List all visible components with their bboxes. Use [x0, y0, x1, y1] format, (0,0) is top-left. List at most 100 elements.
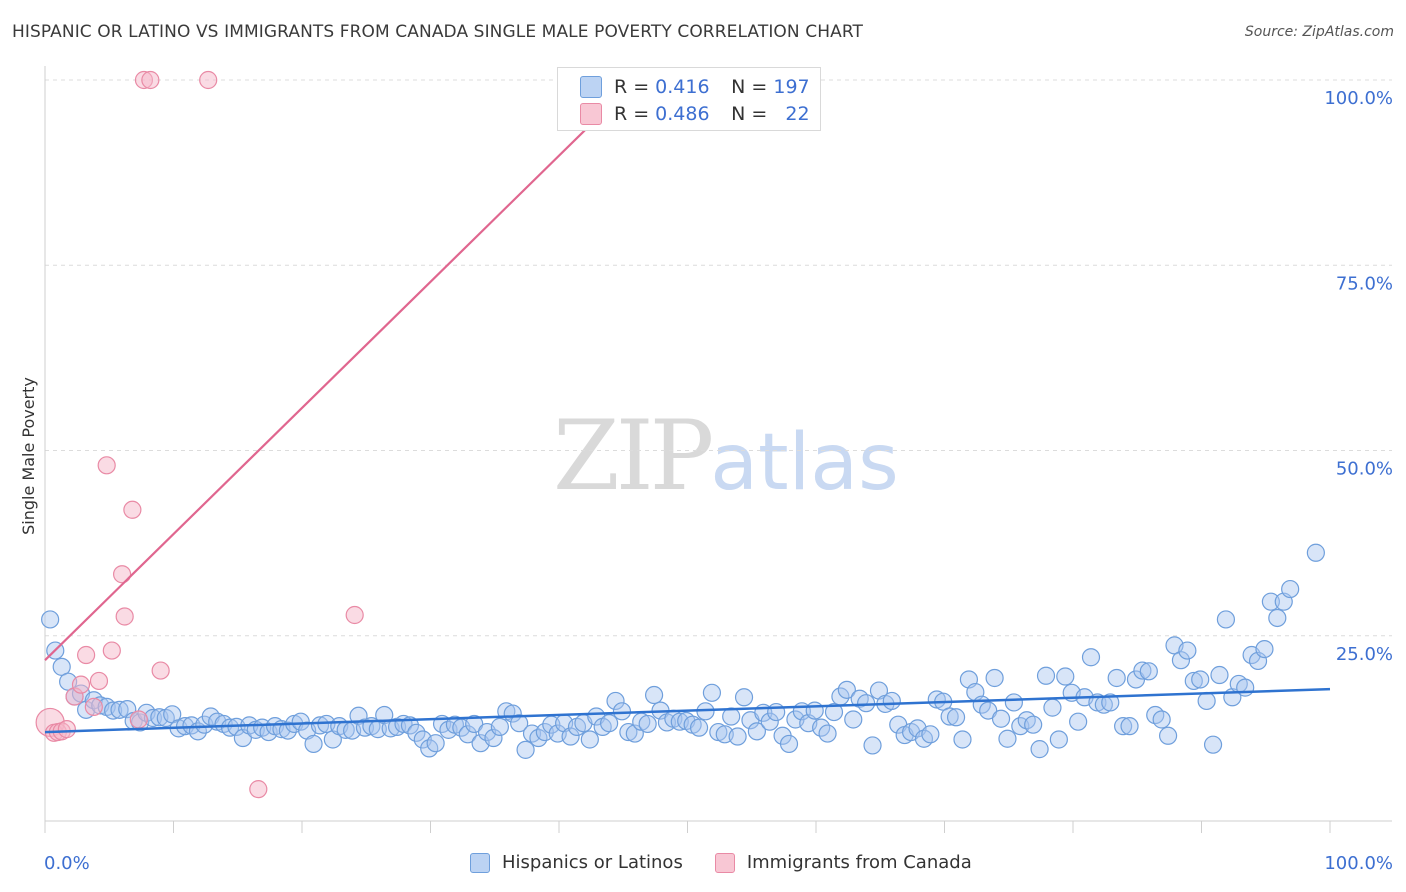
data-point-hispanics: [1171, 651, 1191, 670]
data-point-hispanics: [220, 718, 240, 737]
data-point-hispanics: [561, 727, 580, 746]
data-point-hispanics: [1184, 671, 1203, 691]
data-point-hispanics: [760, 712, 779, 731]
legend-n-label: N =: [731, 76, 768, 98]
data-point-hispanics: [979, 701, 998, 720]
data-point-canada: [141, 70, 160, 90]
data-point-hispanics: [863, 736, 882, 755]
data-point-hispanics: [278, 721, 297, 740]
series-legend-item-hispanics: Hispanics or Latinos: [470, 852, 683, 873]
data-point-hispanics: [110, 700, 129, 719]
y-tick-label: 100.0%: [1324, 88, 1393, 109]
legend-n-label: N =: [731, 103, 768, 125]
series-legend-label: Immigrants from Canada: [746, 852, 972, 873]
data-point-canada: [199, 70, 218, 90]
data-point-hispanics: [619, 722, 638, 742]
data-point-hispanics: [824, 702, 844, 722]
data-point-hispanics: [41, 610, 60, 629]
data-point-hispanics: [1049, 730, 1068, 749]
data-point-hispanics: [767, 702, 786, 722]
data-point-hispanics: [1281, 579, 1300, 599]
data-point-hispanics: [510, 714, 529, 733]
data-point-canada: [97, 456, 116, 475]
data-point-hispanics: [991, 709, 1011, 728]
data-point-hispanics: [1216, 610, 1236, 629]
data-point-hispanics: [612, 702, 632, 721]
x-tick-label: 100.0%: [1324, 853, 1393, 874]
data-point-hispanics: [779, 734, 799, 754]
y-tick-label: 75.0%: [1336, 273, 1393, 294]
data-point-hispanics: [1268, 608, 1287, 628]
y-axis-label: Single Male Poverty: [19, 377, 38, 535]
data-point-hispanics: [1126, 670, 1146, 689]
data-point-hispanics: [1236, 678, 1255, 697]
data-point-hispanics: [580, 730, 599, 749]
data-point-hispanics: [818, 724, 837, 743]
grid-lines: [45, 79, 1392, 637]
data-point-hispanics: [844, 710, 863, 729]
data-point-hispanics: [985, 668, 1004, 688]
data-point-canada: [249, 780, 268, 799]
y-tick-label: 50.0%: [1336, 459, 1393, 480]
data-point-hispanics: [1203, 735, 1223, 754]
data-point-hispanics: [734, 688, 754, 707]
data-point-hispanics: [1043, 698, 1062, 717]
data-point-hispanics: [1178, 641, 1197, 660]
data-point-hispanics: [1139, 662, 1158, 681]
data-point-hispanics: [1107, 668, 1126, 688]
data-point-hispanics: [689, 718, 709, 737]
series-legend: Hispanics or Latinos Immigrants from Can…: [470, 852, 1004, 873]
series-swatch-blue: [470, 852, 490, 873]
data-point-hispanics: [1191, 670, 1210, 689]
data-point-hispanics: [1081, 648, 1101, 667]
series-canada-points: [35, 70, 364, 799]
data-point-hispanics: [1210, 665, 1229, 685]
data-point-hispanics: [465, 714, 484, 734]
data-point-hispanics: [638, 714, 657, 734]
data-point-hispanics: [426, 734, 445, 753]
data-point-hispanics: [1306, 543, 1325, 562]
data-point-hispanics: [1030, 740, 1049, 759]
data-point-hispanics: [728, 727, 747, 746]
chart-title: HISPANIC OR LATINO VS IMMIGRANTS FROM CA…: [12, 22, 863, 42]
legend-n-value: 22: [785, 103, 810, 125]
data-point-hispanics: [304, 734, 323, 754]
data-point-hispanics: [1248, 651, 1268, 671]
x-tick-label: 0.0%: [44, 853, 90, 874]
correlation-legend: R = 0.416 N = 197 R = 0.486 N = 22: [557, 67, 821, 131]
data-point-hispanics: [407, 723, 426, 742]
data-point-hispanics: [484, 728, 503, 748]
legend-r-value: 0.416: [655, 76, 710, 98]
data-point-hispanics: [1152, 710, 1171, 729]
data-point-hispanics: [1197, 691, 1216, 711]
data-point-hispanics: [921, 725, 940, 744]
data-point-hispanics: [702, 683, 722, 702]
data-point-hispanics: [837, 680, 856, 699]
data-point-hispanics: [310, 716, 330, 735]
data-point-hispanics: [882, 691, 901, 711]
data-point-hispanics: [625, 724, 644, 743]
series-swatch-pink: [714, 852, 735, 873]
legend-r-label: R =: [614, 103, 650, 125]
legend-r-label: R =: [614, 76, 650, 98]
data-point-hispanics: [1114, 717, 1133, 736]
data-point-canada: [129, 710, 148, 729]
data-point-hispanics: [606, 691, 625, 711]
data-point-hispanics: [516, 740, 535, 759]
axes: [44, 66, 1392, 833]
data-point-hispanics: [1069, 712, 1088, 731]
data-point-canada: [102, 641, 121, 660]
data-point-hispanics: [1133, 661, 1152, 680]
data-point-hispanics: [1024, 715, 1043, 734]
series-legend-label: Hispanics or Latinos: [502, 852, 683, 873]
data-point-hispanics: [1036, 666, 1056, 685]
data-point-hispanics: [118, 700, 137, 719]
data-point-canada: [77, 645, 96, 665]
axis-labels: 25.0% 50.0% 75.0% 100.0% 0.0% 100.0% Single Ma…: [19, 88, 1393, 874]
watermark-atlas: atlas: [710, 418, 899, 508]
data-point-hispanics: [953, 730, 972, 749]
data-point-hispanics: [998, 729, 1017, 748]
trend-line-hispanics: [44, 687, 1331, 734]
data-point-hispanics: [1261, 592, 1280, 611]
